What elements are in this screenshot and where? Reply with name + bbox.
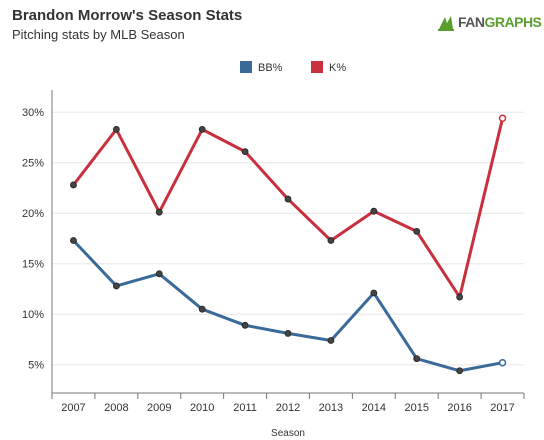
fangraphs-logo[interactable]: FANGRAPHS [436,13,542,35]
data-point [370,207,378,215]
logo-text-prefix: FAN [458,14,485,30]
x-tick-label: 2017 [490,402,514,414]
legend-swatch [240,61,252,73]
data-point [70,181,77,189]
y-tick-label: 20% [22,208,44,220]
data-point [456,293,464,301]
data-point [112,282,120,290]
legend-label: K% [329,62,346,74]
series-line [71,238,505,373]
x-tick-label: 2009 [147,402,171,414]
data-point [456,367,464,375]
y-tick-label: 30% [22,107,44,119]
data-point [155,270,163,278]
y-tick-label: 15% [22,259,44,271]
fangraphs-leaf-icon [438,16,454,31]
data-point [498,114,507,123]
data-point [370,289,378,297]
chart-title: Brandon Morrow's Season Stats [12,7,243,24]
data-point [327,337,335,344]
x-tick-label: 2014 [362,402,386,414]
legend-label: BB% [258,62,283,74]
x-tick-label: 2016 [447,402,471,414]
data-point [70,237,77,244]
x-tick-label: 2011 [233,402,257,414]
series-line [71,116,505,299]
data-point [284,195,292,203]
logo-text: FANGRAPHS [458,14,542,30]
data-point [413,355,421,363]
data-point [241,321,249,329]
x-tick-label: 2013 [319,402,343,414]
data-point [198,305,206,313]
data-point [413,227,421,235]
data-point [327,237,335,244]
data-point [284,330,292,337]
x-tick-label: 2008 [104,402,128,414]
legend-swatch [311,61,323,73]
x-axis-title: Season [271,428,305,439]
y-tick-label: 25% [22,158,44,170]
data-point [198,125,206,133]
data-point [241,148,249,156]
data-point [155,208,163,216]
data-point [112,125,120,133]
chart-subtitle: Pitching stats by MLB Season [12,27,185,42]
data-point [498,358,507,367]
x-tick-label: 2015 [404,402,428,414]
y-tick-label: 5% [28,360,44,372]
x-tick-label: 2007 [61,402,85,414]
logo-text-suffix: GRAPHS [484,14,542,30]
y-tick-label: 10% [22,309,44,321]
x-tick-label: 2010 [190,402,214,414]
x-tick-label: 2012 [276,402,300,414]
